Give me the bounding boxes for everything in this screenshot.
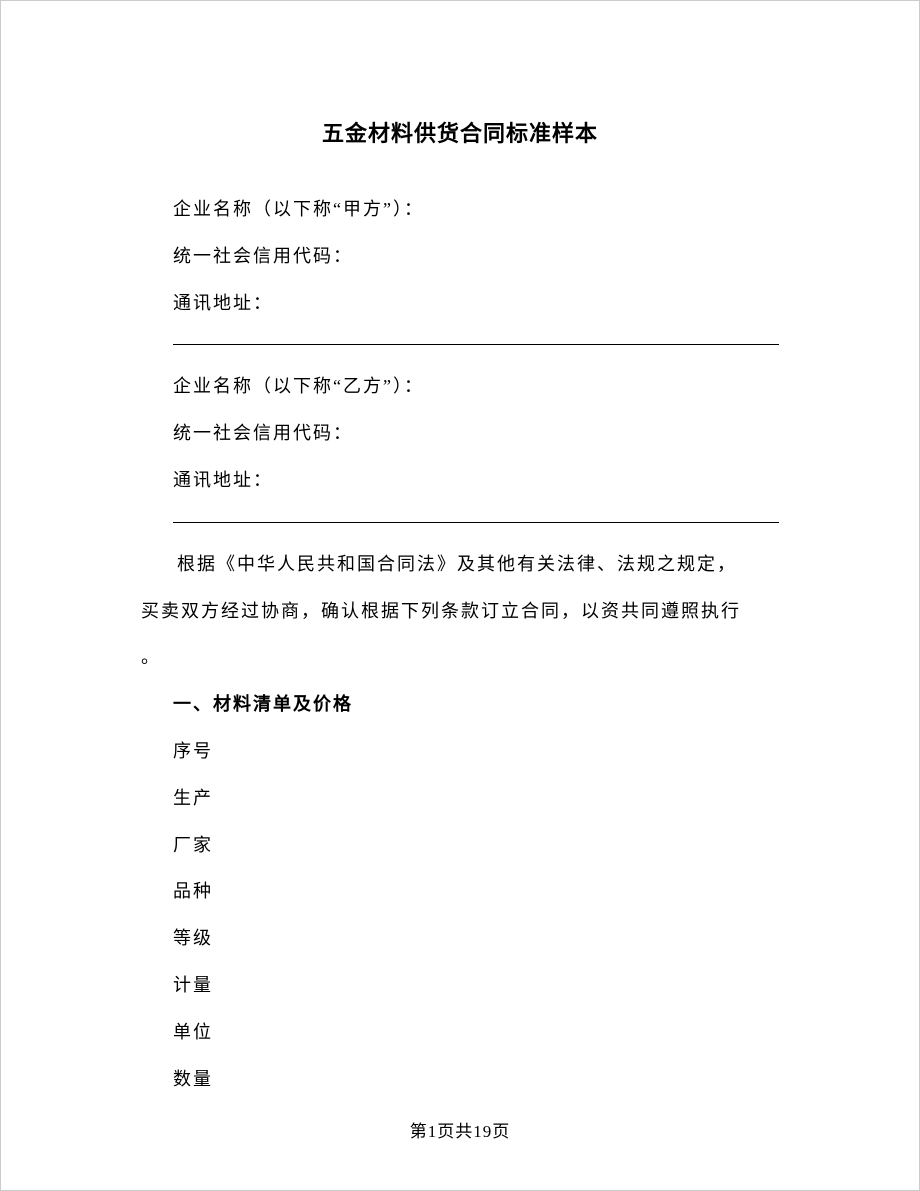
column-grade: 等级	[141, 915, 779, 962]
preamble-line1: 根据《中华人民共和国合同法》及其他有关法律、法规之规定，	[141, 541, 779, 588]
column-production: 生产	[141, 775, 779, 822]
section-1-heading: 一、材料清单及价格	[141, 681, 779, 728]
party-a-address: 通讯地址：	[141, 280, 779, 327]
column-manufacturer: 厂家	[141, 822, 779, 869]
party-b-name: 企业名称（以下称“乙方”）：	[141, 363, 779, 410]
party-b-address: 通讯地址：	[141, 457, 779, 504]
column-unit: 单位	[141, 1009, 779, 1056]
party-a-code: 统一社会信用代码：	[141, 233, 779, 280]
page-content: 五金材料供货合同标准样本 企业名称（以下称“甲方”）： 统一社会信用代码： 通讯…	[1, 1, 919, 1102]
preamble-line2: 买卖双方经过协商，确认根据下列条款订立合同，以资共同遵照执行	[141, 588, 779, 635]
column-quantity: 数量	[141, 1056, 779, 1103]
party-a-name: 企业名称（以下称“甲方”）：	[141, 186, 779, 233]
preamble-line3: 。	[141, 634, 779, 681]
divider-b	[173, 522, 779, 523]
column-serial: 序号	[141, 728, 779, 775]
document-title: 五金材料供货合同标准样本	[141, 116, 779, 148]
party-b-code: 统一社会信用代码：	[141, 410, 779, 457]
column-variety: 品种	[141, 868, 779, 915]
column-measure: 计量	[141, 962, 779, 1009]
divider-a	[173, 344, 779, 345]
page-footer: 第1页共19页	[1, 1117, 919, 1142]
